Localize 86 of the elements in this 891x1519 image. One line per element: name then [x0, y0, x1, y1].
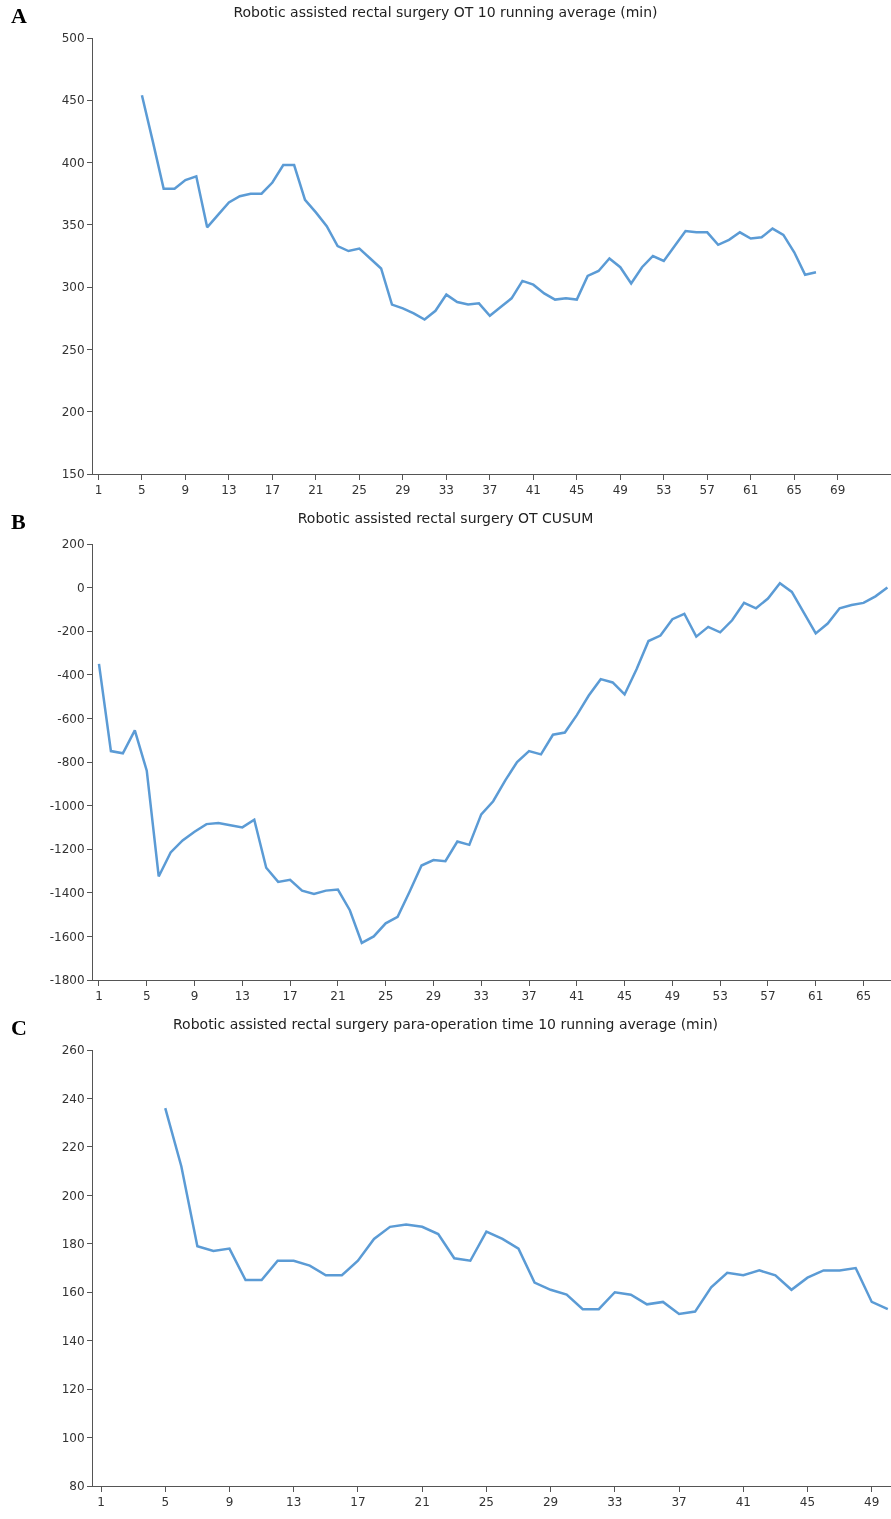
line-series	[164, 1106, 890, 1316]
y-tick-label: 350	[61, 218, 85, 233]
x-tick-label: 61	[743, 483, 759, 498]
text: B	[11, 509, 26, 534]
x-tick-label: 57	[760, 989, 776, 1004]
x-tick-label: 1	[94, 483, 103, 498]
y-tick-label: 200	[61, 404, 85, 419]
y-tick-label: 400	[61, 155, 85, 170]
chart-title: Robotic assisted rectal surgery OT 10 running average (min)	[233, 4, 658, 21]
y-tick-label: -800	[57, 755, 85, 770]
x-tick-label: 21	[330, 989, 346, 1004]
x-tick-label: 61	[808, 989, 824, 1004]
y-tick-label: 80	[69, 1479, 85, 1494]
y-tick-label: 140	[61, 1333, 85, 1348]
y-tick-label: 250	[61, 342, 85, 357]
x-tick-label: 25	[351, 483, 367, 498]
y-tick-label: 160	[61, 1285, 85, 1300]
x-tick-label: 1	[95, 989, 103, 1004]
x-tick-label: 29	[542, 1495, 559, 1510]
y-tick-label: -1000	[49, 798, 85, 813]
x-tick-label: 29	[425, 989, 442, 1004]
y-tick-label: -600	[57, 711, 85, 726]
x-tick-label: 13	[221, 483, 237, 498]
x-tick-label: 5	[138, 483, 146, 498]
x-tick-label: 9	[225, 1495, 234, 1510]
x-tick-label: 13	[286, 1495, 302, 1510]
y-tick-label: -1400	[49, 886, 85, 900]
chart-title: Robotic assisted rectal surgery para-operation time 10 running average (min)	[173, 1016, 718, 1033]
x-tick-label: 65	[786, 483, 802, 498]
x-tick-label: 33	[607, 1495, 623, 1510]
x-tick-label: 53	[712, 989, 728, 1004]
y-tick-label: 260	[61, 1043, 85, 1058]
y-tick-label: 200	[61, 537, 85, 552]
x-tick-label: 45	[616, 989, 633, 1004]
x-tick-label: 45	[569, 483, 585, 498]
y-tick-label: -1800	[49, 973, 85, 988]
x-tick-label: 21	[414, 1495, 430, 1510]
x-tick-label: 41	[525, 483, 541, 498]
x-tick-label: 41	[569, 989, 585, 1004]
x-tick-label: 49	[664, 989, 681, 1004]
x-tick-label: 53	[656, 483, 672, 498]
x-tick-label: 33	[438, 483, 454, 498]
y-tick-label: 120	[61, 1382, 85, 1397]
y-tick-label: 180	[61, 1236, 85, 1251]
y-tick-label: 0	[76, 580, 85, 595]
x-tick-label: 49	[864, 1495, 880, 1510]
x-tick-label: 37	[521, 989, 537, 1004]
x-tick-label: 57	[699, 483, 715, 498]
y-tick-label: 300	[61, 280, 85, 295]
x-tick-label: 17	[264, 483, 281, 498]
y-tick-label: -400	[57, 668, 85, 682]
x-tick-label: 21	[308, 483, 324, 498]
chart-title: Robotic assisted rectal surgery OT CUSUM	[297, 510, 594, 527]
y-tick-label: 450	[61, 93, 85, 108]
x-tick-label: 17	[350, 1495, 366, 1510]
y-tick-label: -1200	[49, 842, 85, 857]
y-tick-label: -200	[57, 624, 85, 639]
x-tick-label: 65	[855, 989, 872, 1004]
x-tick-label: 49	[612, 483, 628, 498]
x-tick-label: 9	[181, 483, 190, 498]
x-tick-label: 25	[378, 989, 394, 1004]
y-tick-label: 240	[61, 1091, 85, 1106]
y-tick-label: 150	[61, 467, 85, 482]
x-tick-label: 37	[482, 483, 498, 498]
x-tick-label: 5	[161, 1495, 170, 1510]
y-tick-label: -1600	[49, 929, 85, 944]
y-tick-label: 200	[61, 1188, 85, 1203]
text: C	[11, 1015, 27, 1040]
line-series	[140, 94, 818, 321]
x-tick-label: 13	[234, 989, 250, 1004]
text: A	[11, 3, 27, 28]
x-tick-label: 9	[190, 989, 199, 1004]
x-tick-label: 5	[142, 989, 151, 1004]
y-tick-label: 100	[61, 1430, 85, 1445]
y-tick-label: 500	[61, 31, 85, 46]
x-tick-label: 29	[395, 483, 411, 498]
x-tick-label: 1	[97, 1495, 105, 1510]
y-tick-label: 220	[61, 1140, 85, 1155]
x-tick-label: 69	[830, 483, 846, 498]
x-tick-label: 33	[473, 989, 489, 1004]
x-tick-label: 25	[478, 1495, 495, 1510]
line-series	[97, 581, 889, 945]
x-tick-label: 41	[735, 1495, 751, 1510]
x-tick-label: 17	[282, 989, 298, 1004]
x-tick-label: 37	[671, 1495, 687, 1510]
x-tick-label: 45	[799, 1495, 816, 1510]
